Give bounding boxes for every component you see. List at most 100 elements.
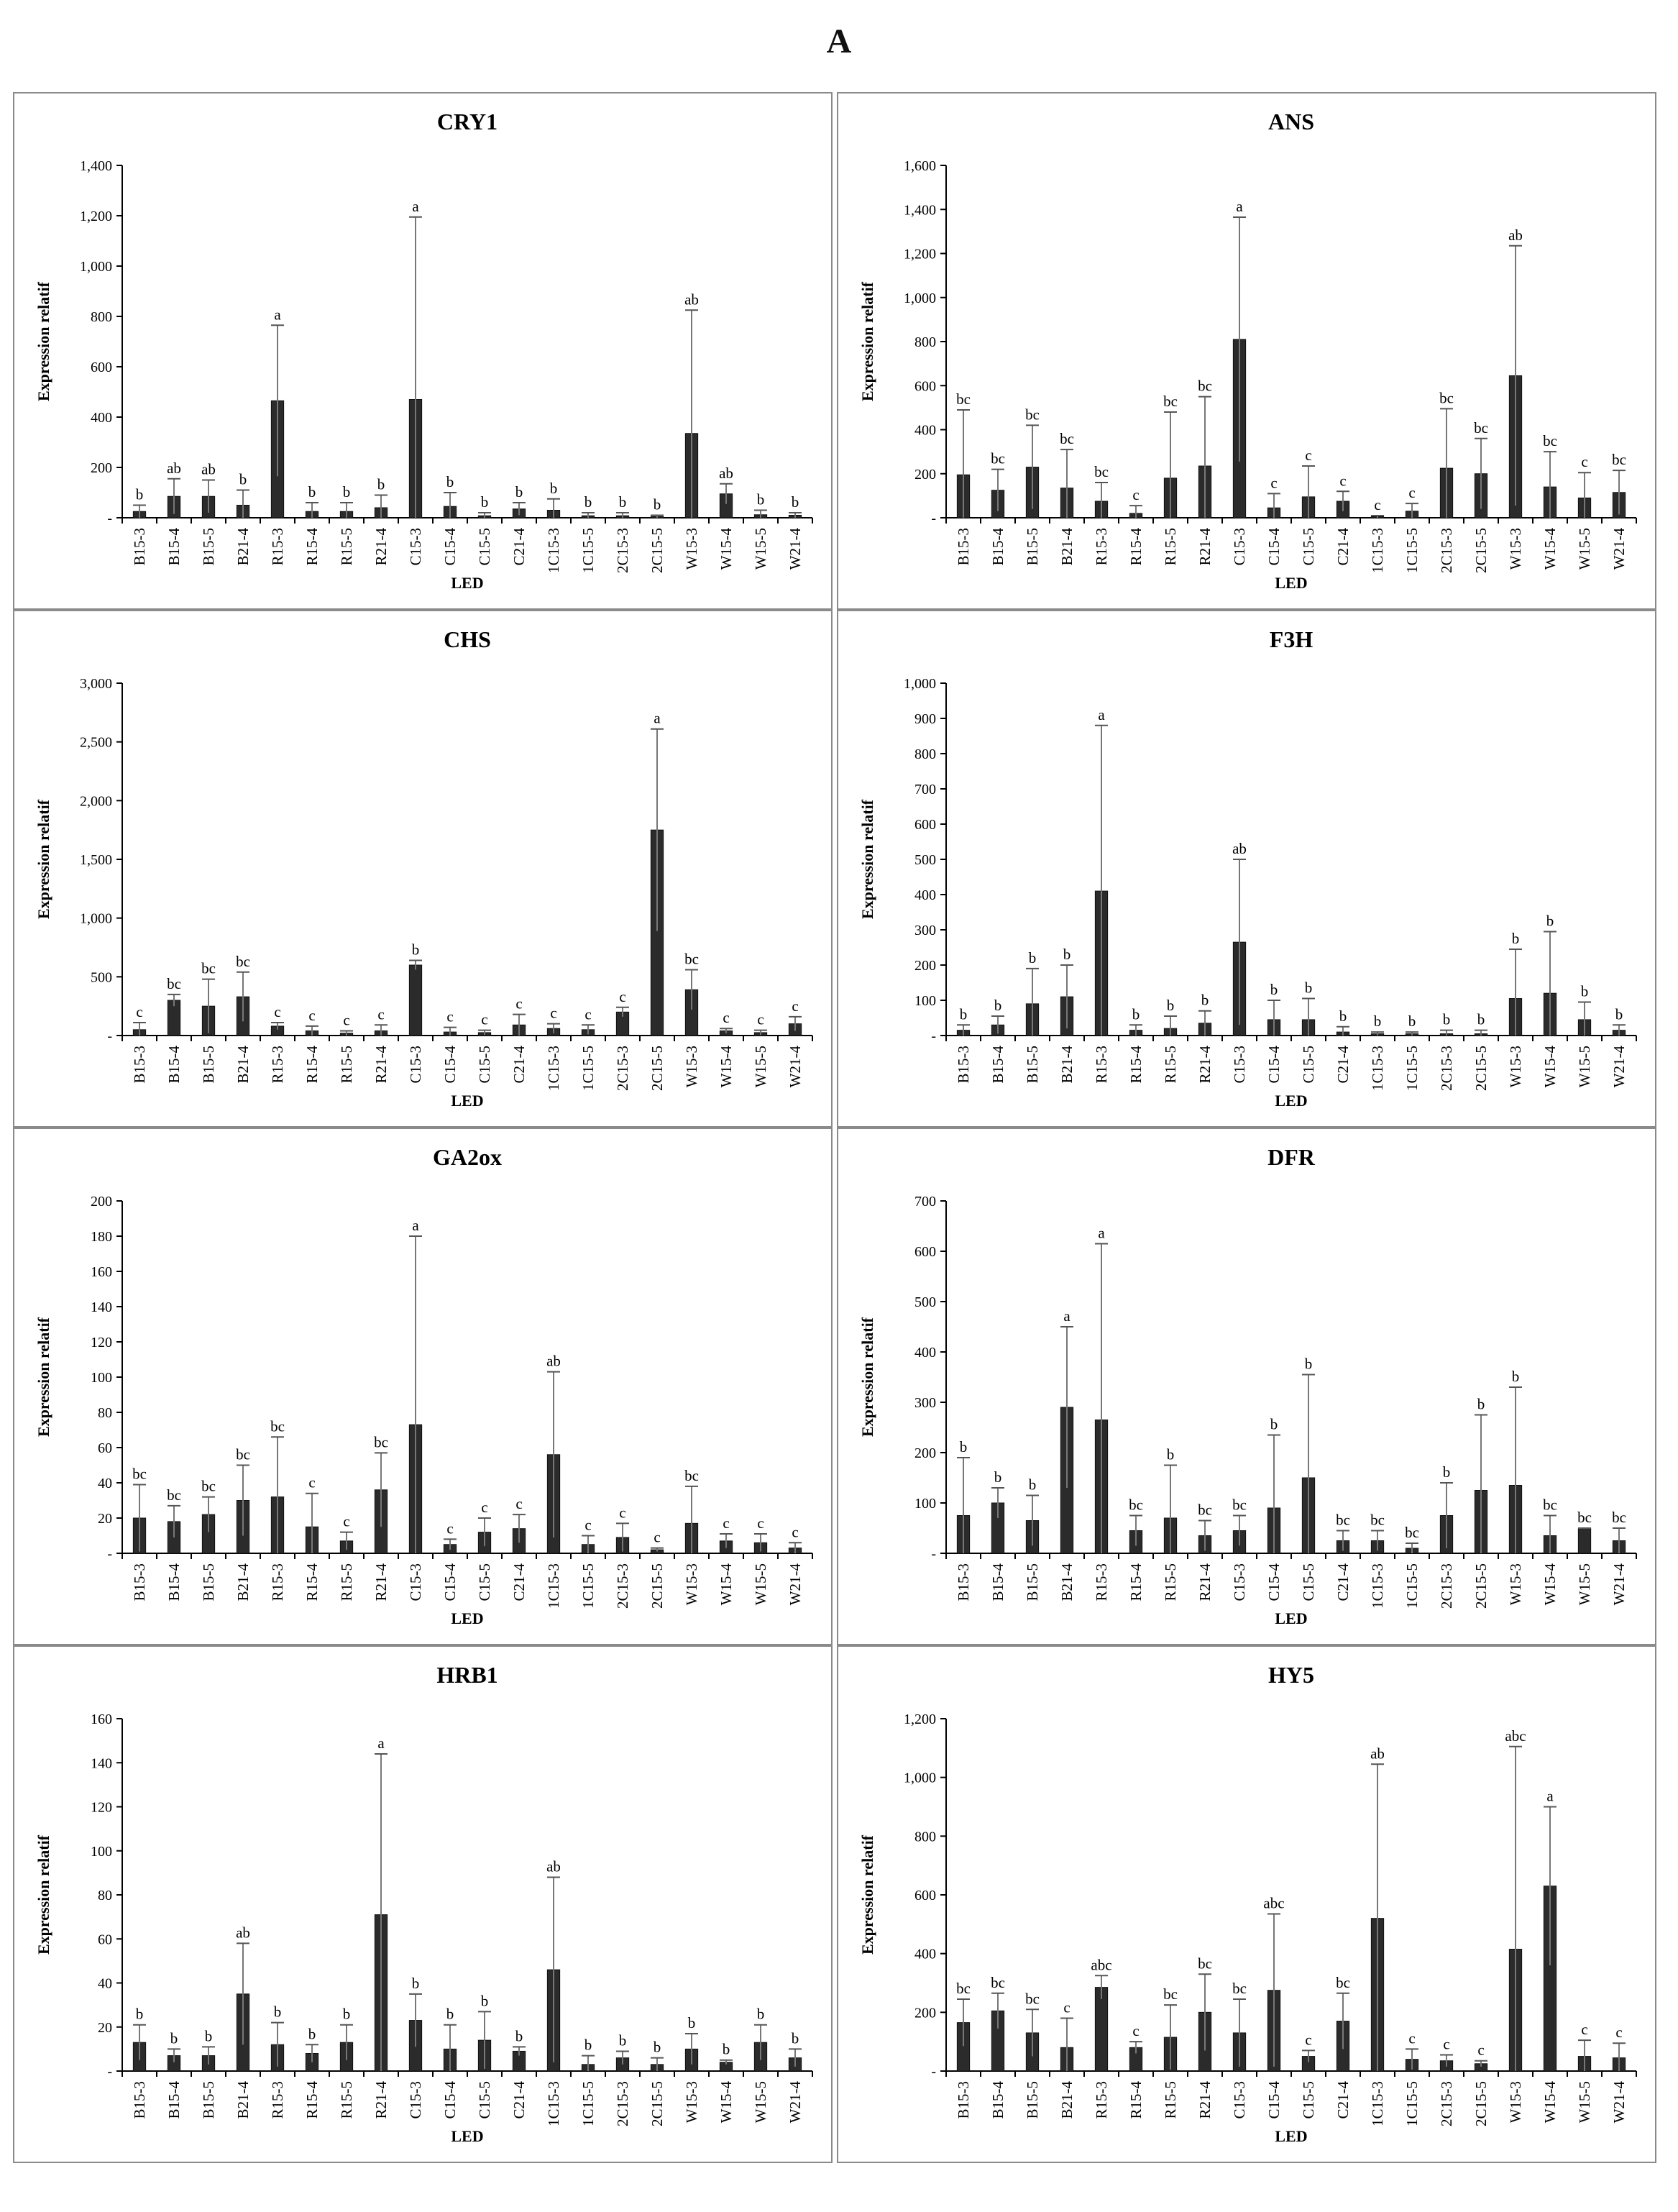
category-label: B15-3 [131, 1046, 148, 1084]
category-label: B15-3 [955, 2081, 972, 2119]
significance-label: bc [1232, 1980, 1247, 1997]
y-tick-label: 160 [91, 1711, 112, 1727]
category-label: C15-4 [1265, 2081, 1283, 2119]
significance-label: c [481, 1499, 487, 1516]
significance-label: bc [1198, 1955, 1212, 1972]
significance-label: b [515, 2027, 523, 2044]
category-label: B21-4 [234, 2081, 252, 2119]
category-label: W15-3 [683, 2081, 700, 2123]
category-label: 1C15-5 [579, 528, 597, 573]
category-label: B15-5 [1024, 1563, 1041, 1601]
category-label: C15-4 [1265, 1563, 1283, 1601]
chart-title: HRB1 [436, 1662, 498, 1688]
bar-W15-5 [1577, 1527, 1592, 1554]
category-label: C15-3 [407, 1563, 424, 1601]
significance-label: b [1477, 1396, 1485, 1413]
category-label: C15-4 [1265, 528, 1283, 566]
y-tick-label: 200 [914, 1445, 936, 1461]
significance-label: bc [684, 951, 699, 968]
category-label: R15-3 [269, 528, 286, 566]
significance-label: b [136, 486, 144, 503]
category-label: W15-5 [1576, 528, 1593, 570]
category-label: 1C15-3 [545, 1563, 562, 1609]
category-label: C15-3 [1231, 2081, 1248, 2119]
category-label: C21-4 [1334, 1046, 1352, 1084]
category-label: W15-4 [717, 528, 735, 570]
significance-label: b [1512, 1368, 1520, 1385]
significance-label: ab [1508, 227, 1523, 244]
category-label: B15-4 [165, 1046, 183, 1084]
significance-label: a [1236, 198, 1243, 215]
significance-label: bc [167, 1486, 181, 1504]
y-tick-label: 400 [914, 887, 936, 903]
significance-label: b [960, 1005, 968, 1023]
significance-label: b [343, 2006, 351, 2023]
significance-label: c [550, 1005, 556, 1022]
category-label: C15-5 [1300, 1046, 1317, 1084]
y-tick-label: 100 [914, 1496, 936, 1512]
category-label: R15-3 [1093, 1563, 1110, 1601]
category-label: B15-4 [989, 528, 1007, 566]
significance-label: c [446, 1519, 453, 1537]
category-label: C15-5 [1300, 528, 1317, 566]
chart-panel-f3h: F3H Expression relatif LED - 100 200 300 400 500… [837, 610, 1656, 1128]
significance-label: c [757, 1011, 764, 1028]
significance-label: b [1201, 992, 1209, 1009]
y-tick-label: 2,500 [80, 735, 112, 751]
significance-label: a [1098, 706, 1105, 723]
significance-label: a [654, 710, 661, 727]
category-label: 1C15-5 [1403, 1563, 1421, 1609]
category-label: 2C15-3 [614, 528, 631, 573]
category-label: W15-5 [752, 2081, 769, 2123]
significance-label: bc [1198, 378, 1212, 395]
category-label: W15-4 [1541, 528, 1559, 570]
category-label: 1C15-5 [1403, 528, 1421, 573]
chart-title: CHS [444, 626, 491, 652]
significance-label: c [1408, 484, 1415, 501]
category-label: B21-4 [1058, 1563, 1076, 1601]
y-tick-label: 400 [914, 1345, 936, 1361]
chart-panel-cry1: CRY1 Expression relatif LED - 200 400 600 800 1,… [13, 92, 833, 610]
category-label: R21-4 [372, 1563, 390, 1601]
significance-label: b [688, 2014, 696, 2032]
x-axis-label: LED [451, 1609, 483, 1627]
category-label: 1C15-5 [1403, 2081, 1421, 2126]
category-label: R15-5 [1162, 1046, 1179, 1084]
category-label: B21-4 [1058, 1046, 1076, 1084]
category-label: R21-4 [372, 528, 390, 566]
significance-label: b [994, 997, 1002, 1014]
category-label: R21-4 [1196, 1046, 1214, 1084]
significance-label: b [308, 483, 316, 501]
significance-label: b [1408, 1013, 1416, 1030]
significance-label: c [1477, 2042, 1484, 2059]
y-tick-label: 20 [98, 2020, 112, 2036]
chart-svg: HRB1 Expression relatif LED - 20 40 60 80 100 120… [35, 1662, 813, 2145]
significance-label: bc [374, 1433, 388, 1450]
category-label: W15-4 [1541, 2081, 1559, 2124]
significance-label: ab [201, 461, 216, 478]
significance-label: c [515, 1495, 522, 1512]
significance-label: c [1270, 474, 1277, 491]
category-label: C15-4 [441, 1046, 459, 1084]
y-tick-label: 800 [914, 334, 936, 350]
significance-label: b [1374, 1013, 1382, 1030]
significance-label: bc [1198, 1502, 1212, 1519]
category-label: R15-5 [338, 2081, 355, 2119]
y-tick-label: 200 [91, 460, 112, 476]
significance-label: bc [236, 953, 250, 970]
category-label: W15-3 [1507, 2081, 1524, 2123]
significance-label: bc [1163, 393, 1178, 410]
significance-label: c [136, 1003, 142, 1020]
significance-label: bc [1370, 1512, 1385, 1529]
category-label: R21-4 [1196, 2081, 1214, 2119]
significance-label: b [446, 473, 454, 490]
category-label: R15-4 [303, 1563, 321, 1601]
category-label: C15-3 [1231, 1046, 1248, 1084]
chart-svg: F3H Expression relatif LED - 100 200 300 400 500… [858, 626, 1637, 1110]
significance-label: b [654, 2039, 661, 2056]
significance-label: c [584, 1005, 591, 1023]
y-tick-label: 2,000 [80, 793, 112, 809]
significance-label: bc [1232, 1496, 1247, 1514]
x-axis-label: LED [1275, 1092, 1307, 1110]
category-label: C15-5 [476, 2081, 493, 2119]
